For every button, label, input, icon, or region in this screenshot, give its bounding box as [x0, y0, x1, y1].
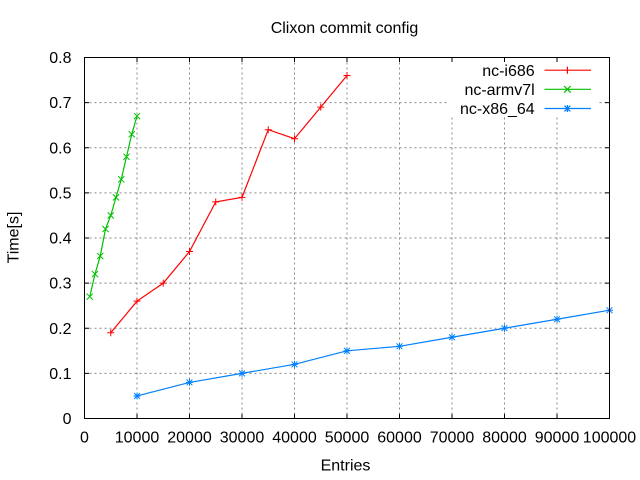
svg-text:0.7: 0.7	[49, 95, 71, 112]
svg-text:0.6: 0.6	[49, 140, 71, 157]
svg-text:Clixon commit config: Clixon commit config	[271, 20, 419, 37]
svg-text:80000: 80000	[482, 430, 527, 447]
svg-text:0: 0	[80, 430, 89, 447]
svg-text:40000: 40000	[272, 430, 317, 447]
svg-text:10000: 10000	[115, 430, 160, 447]
svg-text:30000: 30000	[220, 430, 265, 447]
svg-text:Entries: Entries	[321, 458, 371, 475]
svg-text:0.8: 0.8	[49, 50, 71, 67]
svg-text:0.2: 0.2	[49, 321, 71, 338]
svg-text:nc-i686: nc-i686	[482, 63, 535, 80]
svg-text:60000: 60000	[377, 430, 422, 447]
svg-text:0.5: 0.5	[49, 186, 71, 203]
svg-text:Time[s]: Time[s]	[6, 212, 23, 264]
svg-text:0.4: 0.4	[49, 231, 71, 248]
svg-text:90000: 90000	[535, 430, 580, 447]
svg-text:70000: 70000	[430, 430, 475, 447]
svg-text:nc-x86_64: nc-x86_64	[460, 101, 535, 118]
svg-text:0: 0	[63, 411, 72, 428]
svg-text:50000: 50000	[325, 430, 370, 447]
svg-text:20000: 20000	[167, 430, 212, 447]
svg-text:nc-armv7l: nc-armv7l	[464, 82, 534, 99]
svg-text:0.1: 0.1	[49, 366, 71, 383]
svg-text:0.3: 0.3	[49, 276, 71, 293]
svg-text:100000: 100000	[583, 430, 636, 447]
